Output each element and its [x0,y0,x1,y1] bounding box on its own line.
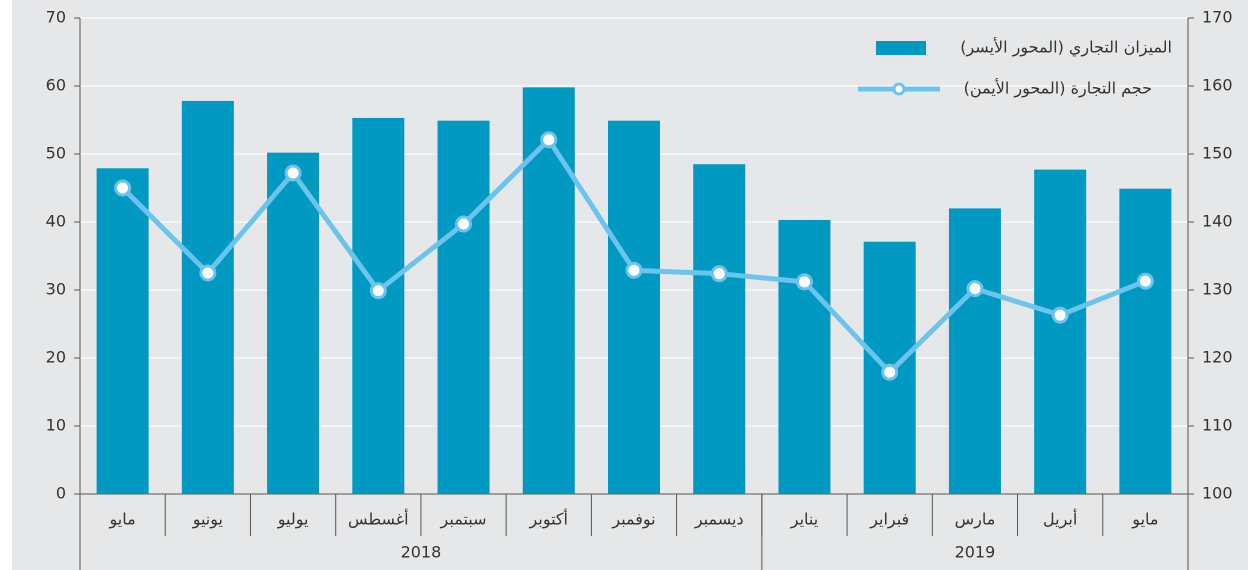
y-tick-label: 50 [46,144,66,163]
line-marker [625,261,643,279]
line-marker [1136,272,1154,290]
y2-tick-label: 100 [1202,484,1233,503]
x-tick-label: أبريل [1043,509,1077,530]
y2-tick-label: 140 [1202,212,1233,231]
y-tick-label: 60 [46,76,66,95]
bar [948,208,1001,494]
legend-swatch [876,41,926,55]
x-tick-label: أكتوبر [529,509,568,530]
line-marker [881,363,899,381]
y2-tick-label: 160 [1202,76,1233,95]
legend-label: الميزان التجاري (المحور الأيسر) [960,37,1172,58]
legend-label: حجم التجارة (المحور الأيمن) [964,78,1152,99]
legend-marker [892,82,906,96]
y2-tick-label: 110 [1202,416,1233,435]
y-tick-label: 20 [46,348,66,367]
line-marker [540,131,558,149]
group-label: 2019 [955,543,996,562]
x-tick-label: يوليو [277,510,309,530]
bar [352,117,405,495]
x-tick-label: ديسمبر [694,510,744,530]
line-marker [369,282,387,300]
bar [1119,188,1172,494]
x-tick-label: سبتمبر [440,510,487,530]
line-marker [284,164,302,182]
bar [693,164,746,494]
x-tick-label: أغسطس [348,509,409,530]
x-tick-label: مارس [955,510,996,530]
y-tick-label: 10 [46,416,66,435]
line-marker [199,264,217,282]
bar [437,120,490,495]
x-tick-label: يونيو [192,510,223,530]
line-marker [1051,306,1069,324]
line-marker [455,215,473,233]
bar [1034,169,1087,494]
x-tick-label: مايو [1131,510,1158,530]
y2-tick-label: 150 [1202,144,1233,163]
bar [267,152,320,494]
line-marker [114,179,132,197]
y-tick-label: 30 [46,280,66,299]
bar [608,120,660,495]
y2-tick-label: 130 [1202,280,1233,299]
group-label: 2018 [401,543,442,562]
x-tick-label: مايو [109,510,136,530]
x-tick-label: فبراير [869,510,909,530]
line-marker [966,280,984,298]
y-tick-label: 70 [46,8,66,27]
y2-tick-label: 120 [1202,348,1233,367]
bar [522,87,575,495]
y-tick-label: 0 [56,484,66,503]
x-tick-label: نوفمبر [611,510,655,530]
y2-tick-label: 170 [1202,8,1233,27]
bar [181,100,234,495]
x-tick-label: يناير [790,510,818,530]
y-tick-label: 40 [46,212,66,231]
bar [778,219,831,494]
line-marker [710,265,728,283]
line-marker [795,273,813,291]
bar [96,168,149,494]
